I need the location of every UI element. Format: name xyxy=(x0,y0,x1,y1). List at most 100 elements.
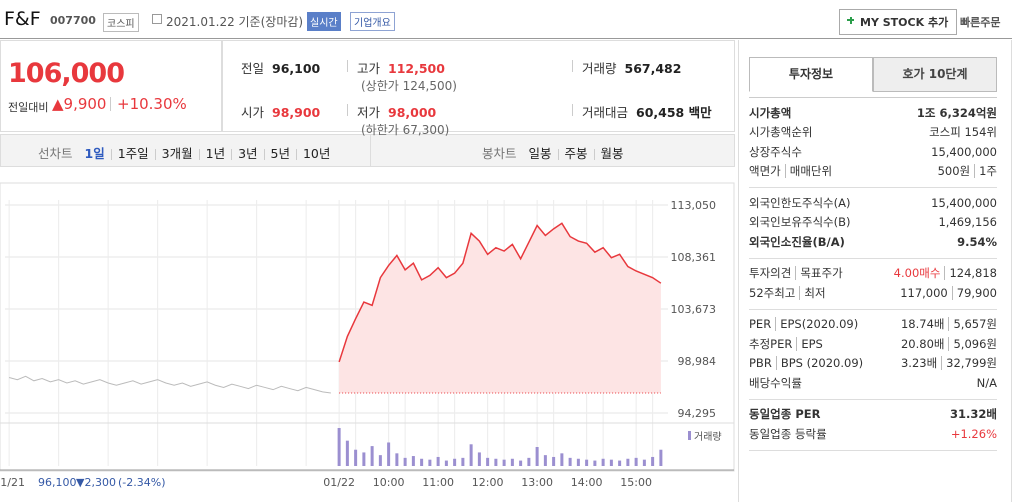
separator xyxy=(263,149,265,160)
info-value-part: 20.80배 xyxy=(900,336,945,351)
stock-code: 007700 xyxy=(50,14,96,27)
info-label-part: 추정PER xyxy=(749,336,793,351)
tab[interactable]: 월봉 xyxy=(600,146,624,161)
tab[interactable]: 5년 xyxy=(270,146,290,161)
separator xyxy=(347,104,348,116)
info-value: 31.32배 xyxy=(950,406,997,422)
volume-bar xyxy=(519,460,523,466)
volume-bar xyxy=(642,459,646,466)
info-label-part: 52주최고 xyxy=(749,285,796,300)
info-body: 시가총액 1조 6,324억원 시가총액순위 코스피 154위 상장주식수 15,400,… xyxy=(749,97,997,451)
info-value-part: 1,469,156 xyxy=(938,215,997,230)
tab[interactable]: 3개월 xyxy=(161,146,193,161)
info-tab[interactable]: 투자정보 xyxy=(749,57,873,92)
separator xyxy=(231,149,233,160)
info-tab[interactable]: 호가 10단계 xyxy=(873,57,997,92)
info-value: 1조 6,324억원 xyxy=(917,105,997,121)
info-row: 외국인한도주식수(A) 15,400,000 xyxy=(749,193,997,213)
tab-label: 봉차트 xyxy=(482,146,517,161)
info-row: 시가총액순위 코스피 154위 xyxy=(749,123,997,143)
info-label: 동일업종 등락률 xyxy=(749,426,827,442)
info-value-part: 15,400,000 xyxy=(931,144,997,159)
volume-bar xyxy=(345,440,349,466)
volume-bar xyxy=(444,460,448,466)
info-row: 외국인소진율(B/A) 9.54% xyxy=(749,232,997,252)
stat-label: 고가 xyxy=(357,61,381,76)
info-label-part: 배당수익률 xyxy=(749,375,802,390)
volume-bar xyxy=(378,455,382,466)
info-label-part: BPS (2020.09) xyxy=(775,356,864,371)
info-group: 시가총액 1조 6,324억원 시가총액순위 코스피 154위 상장주식수 15,400,… xyxy=(749,98,997,188)
separator xyxy=(370,134,371,167)
info-value-part: 코스피 154위 xyxy=(929,125,997,140)
info-label-part: PER xyxy=(749,317,772,332)
stat-value: 98,900 xyxy=(272,105,321,120)
stat: 저가 98,000 (하한가 67,300) xyxy=(357,102,449,138)
volume-bar xyxy=(609,459,613,466)
area-fill xyxy=(339,223,661,393)
price-line xyxy=(8,375,331,394)
stat-value: 98,000 xyxy=(388,105,437,120)
volume-bar xyxy=(535,447,539,466)
info-label-part: 외국인한도주식수(A) xyxy=(749,195,851,210)
separator xyxy=(154,149,156,160)
tab[interactable]: 3년 xyxy=(238,146,258,161)
tab[interactable]: 1일 xyxy=(84,146,105,161)
y-tick-label: 103,673 xyxy=(671,303,717,316)
mystock-button[interactable]: MY STOCK 추가 xyxy=(839,9,958,35)
tab[interactable]: 주봉 xyxy=(564,146,588,161)
tab[interactable]: 일봉 xyxy=(528,146,552,161)
info-value: 117,000 79,900 xyxy=(900,285,997,300)
info-label: 외국인한도주식수(A) xyxy=(749,195,850,211)
info-row: 52주최고 최저 117,000 79,900 xyxy=(749,283,997,303)
stat: 시가 98,900 xyxy=(241,102,320,121)
info-label: PBR BPS (2020.09) xyxy=(749,356,864,371)
x-tick-label: 15:00 xyxy=(620,476,652,489)
separator xyxy=(593,149,595,160)
y-tick-label: 94,295 xyxy=(678,407,717,420)
plus-icon xyxy=(849,16,852,24)
info-label-part: 투자의견 xyxy=(749,266,792,281)
tab[interactable]: 1주일 xyxy=(117,146,149,161)
info-value: 9.54% xyxy=(957,235,997,249)
info-value-part: 1주 xyxy=(974,164,997,179)
volume-bar xyxy=(453,458,457,466)
info-value-part: 1조 6,324억원 xyxy=(916,105,997,120)
info-value: 18.74배 5,657원 xyxy=(901,316,997,332)
stat-value: 60,458 백만 xyxy=(636,105,712,120)
info-label-part: 동일업종 등락률 xyxy=(749,426,827,441)
info-value: 500원 1주 xyxy=(938,163,997,179)
stat-value: 112,500 xyxy=(388,61,445,76)
volume-bar xyxy=(486,457,490,466)
info-value-part: 3.23배 xyxy=(900,356,938,371)
info-label: 추정PER EPS xyxy=(749,336,823,352)
plot-frame xyxy=(0,182,735,472)
info-row: 투자의견 목표주가 4.00매수 124,818 xyxy=(749,264,997,284)
volume-bar xyxy=(461,457,465,466)
tab[interactable]: 10년 xyxy=(302,146,331,161)
info-value-part: 31.32배 xyxy=(950,407,997,422)
volume-bar xyxy=(477,452,481,466)
info-value-part: N/A xyxy=(976,375,997,390)
info-value-part: 124,818 xyxy=(944,266,997,281)
stat-value: 96,100 xyxy=(272,61,321,76)
info-label-part: PBR xyxy=(749,356,772,371)
volume-bar xyxy=(510,458,514,466)
info-label: 외국인보유주식수(B) xyxy=(749,214,851,230)
volume-bar xyxy=(651,456,655,466)
price-line xyxy=(338,222,662,363)
info-row: 상장주식수 15,400,000 xyxy=(749,142,997,162)
volume-bar xyxy=(362,452,366,466)
volume-bar xyxy=(337,428,341,466)
info-value: 15,400,000 xyxy=(931,196,997,210)
company-info[interactable]: 기업개요 xyxy=(350,12,395,31)
tab[interactable]: 1년 xyxy=(205,146,226,161)
footer-change: ▼2,300 xyxy=(76,476,116,489)
tab-group: 선차트 1일 1주일 3개월 1년 3년 5년 10년 xyxy=(38,143,330,162)
quick-order[interactable]: 빠른주문 xyxy=(960,16,1001,29)
info-value-part: 18.74배 xyxy=(900,317,945,332)
volume-bar xyxy=(568,457,572,466)
stat-note: (하한가 67,300) xyxy=(361,123,450,137)
info-row: 시가총액 1조 6,324억원 xyxy=(749,103,997,123)
